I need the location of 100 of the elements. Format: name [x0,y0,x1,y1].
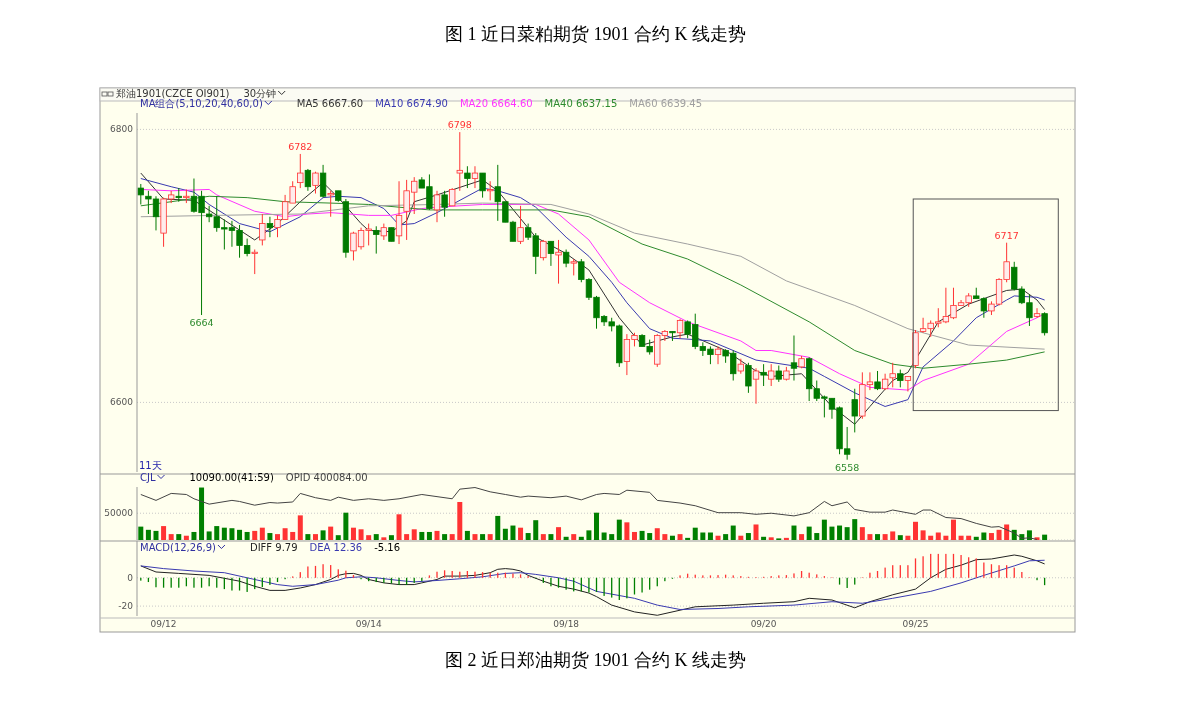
bar [685,537,691,540]
candlestick [266,216,274,238]
bar [282,528,288,540]
bar [624,522,630,540]
candlestick [297,153,304,189]
y-tick-label: 6800 [110,124,134,135]
bar [495,515,501,540]
bar [738,535,744,540]
annotation: 6717 [994,229,1019,241]
bar [457,501,463,540]
annotation: 6558 [835,461,860,473]
bar [168,534,174,540]
candlestick [874,370,881,391]
candlestick [555,239,562,285]
text: DEA 12.36 [309,542,363,553]
bar [388,535,394,540]
bar [662,534,668,540]
bar [145,529,151,540]
bar [404,534,410,540]
x-tick-label: 09/14 [355,619,382,629]
annotation: 6664 [189,317,214,329]
bar [343,512,349,540]
candlestick [259,213,266,246]
bar [578,536,584,540]
bar [981,532,987,540]
line-series [140,554,1046,616]
bar [464,530,470,540]
candlestick [851,388,858,433]
candlestick [768,363,775,387]
bar [297,515,303,540]
candlestick [471,165,479,189]
bar [290,531,296,540]
bar [669,535,675,540]
bar [411,529,417,540]
bar [472,534,478,540]
bar [913,521,918,540]
candlestick [547,240,555,267]
caption: 图 2 近日郑油期货 1901 合约 K 线走势 [445,650,746,670]
bar [366,535,372,540]
bar [214,526,220,540]
bar [1004,524,1010,540]
candlestick [479,172,486,199]
bar [966,535,972,540]
x-tick-label: 09/25 [902,619,929,629]
bar [571,534,577,540]
bar [821,519,827,540]
bar [852,519,858,540]
bar [480,534,486,540]
bar [707,532,713,540]
candlestick [745,362,752,394]
text: MA5 6667.60 [296,98,364,109]
bar [176,534,182,540]
bar [328,526,334,540]
candlestick [714,345,722,365]
bar [935,532,941,540]
bar [381,537,387,540]
caption: 图 1 近日菜粕期货 1901 合约 K 线走势 [445,24,746,44]
bar [442,534,448,540]
bar [563,536,569,540]
bar [928,535,934,540]
bar [715,535,721,540]
candlestick [456,131,463,192]
bar [525,533,531,540]
candlestick [889,362,896,388]
annotation: -5.16 [374,542,401,553]
bar [199,487,205,540]
candlestick [676,318,684,339]
bar [700,532,706,540]
candlestick [137,183,144,205]
bar [783,537,789,540]
chart-title: MACD(12,26,9) [140,542,217,553]
bar [806,526,812,540]
bar [958,535,964,540]
bar [920,530,926,540]
bar [639,530,645,540]
bar [837,525,843,540]
candlestick [790,335,798,382]
bar [616,519,622,540]
annotation: 6798 [447,119,472,131]
candlestick [327,190,334,218]
bar [882,534,888,540]
bar [905,535,911,540]
bar [426,531,432,540]
y-tick-label: -20 [118,601,134,612]
bar [859,527,865,540]
bar [540,534,546,540]
bar [692,527,698,540]
bar [518,527,524,540]
bar [799,534,805,540]
legend-title: MA组合(5,10,20,40,60,0) [140,98,263,109]
bar [601,532,607,540]
candlestick [1041,311,1048,336]
candlestick [904,375,912,392]
candlestick [433,190,441,223]
bar [943,535,949,540]
chart-subtitle: 30分钟 [243,88,277,99]
bar [867,534,873,540]
bar [191,531,197,540]
bar [950,519,956,540]
candlestick [517,205,524,245]
